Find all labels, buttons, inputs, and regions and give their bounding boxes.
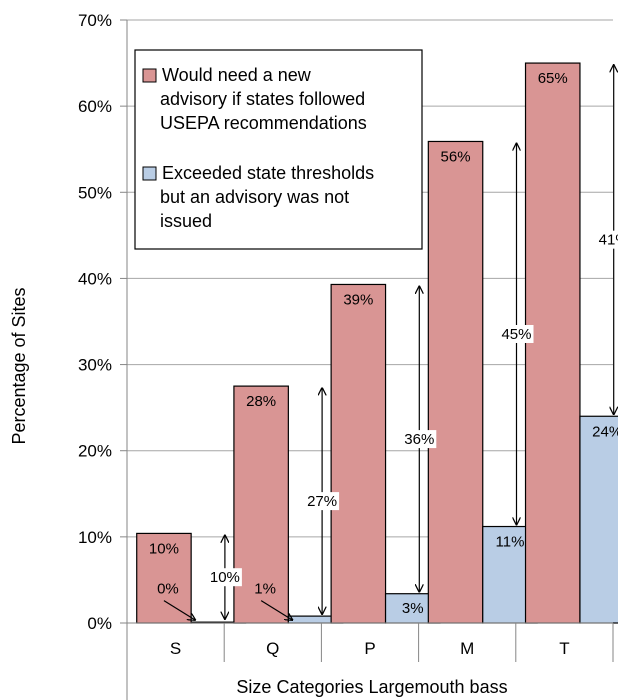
legend-label: issued	[160, 211, 212, 231]
legend-label: but an advisory was not	[160, 187, 349, 207]
data-label-advisory: 56%	[441, 148, 471, 165]
data-label-exceeded: 11%	[496, 534, 525, 551]
data-label-exceeded: 0%	[157, 581, 179, 598]
difference-label-bg	[596, 230, 618, 249]
difference-label: 41%	[599, 232, 618, 249]
y-tick-label: 20%	[78, 442, 112, 461]
y-tick-label: 50%	[78, 183, 112, 202]
legend-label: Would need a new	[162, 65, 312, 85]
bar-advisory	[233, 385, 289, 624]
axes: 0% 10% 20% 30% 40% 50% 60% 70% S Q P M T	[78, 11, 614, 700]
difference-label-bg	[499, 324, 534, 343]
y-axis-label: Percentage of Sites	[9, 287, 29, 444]
legend-label: advisory if states followed	[160, 89, 365, 109]
x-tick-label: P	[364, 639, 375, 658]
pointer-arrow	[163, 600, 195, 620]
data-label-exceeded: 1%	[254, 581, 276, 598]
legend-label: USEPA recommendations	[160, 113, 367, 133]
data-label-advisory: 65%	[538, 70, 568, 87]
y-tick-label: 60%	[78, 97, 112, 116]
x-tick-label: S	[170, 639, 181, 658]
y-tick-label: 40%	[78, 269, 112, 288]
difference-label-bg	[207, 568, 242, 587]
data-label-advisory: 28%	[246, 393, 276, 410]
legend-swatch-exceeded	[142, 166, 157, 181]
y-tick-label: 0%	[87, 614, 112, 633]
difference-label: 10%	[210, 569, 240, 586]
difference-label-bg	[305, 492, 340, 511]
y-tick-label: 70%	[78, 11, 112, 30]
legend-box	[134, 49, 423, 250]
legend-swatch-advisory	[142, 68, 157, 83]
difference-label-bg	[402, 430, 437, 449]
x-tick-label: M	[460, 639, 474, 658]
bars	[136, 62, 618, 624]
data-label-advisory: 39%	[343, 291, 373, 308]
difference-label: 36%	[404, 431, 434, 448]
data-label-exceeded: 24%	[592, 423, 618, 440]
y-tick-label: 30%	[78, 356, 112, 375]
data-label-exceeded: 3%	[402, 600, 424, 617]
y-tick-label: 10%	[78, 528, 112, 547]
difference-annotations: 10% 0% 10% 28% 1% 27% 39% 3% 36% 56% 11% 45% 65% 24% 4…	[149, 65, 618, 620]
difference-label: 45%	[501, 326, 531, 343]
legend: Would need a new advisory if states follo…	[134, 49, 423, 250]
bar-advisory	[330, 283, 387, 624]
legend-label: Exceeded state thresholds	[162, 163, 374, 183]
bar-exceeded	[579, 415, 618, 624]
bar-advisory	[427, 140, 484, 624]
difference-label: 27%	[307, 493, 337, 510]
x-tick-label: Q	[266, 639, 279, 658]
bar-advisory	[524, 62, 581, 624]
x-axis-label: Size Categories Largemouth bass	[236, 677, 507, 697]
data-label-advisory: 10%	[149, 540, 179, 557]
x-tick-label: T	[559, 639, 569, 658]
pointer-arrow	[260, 600, 292, 620]
